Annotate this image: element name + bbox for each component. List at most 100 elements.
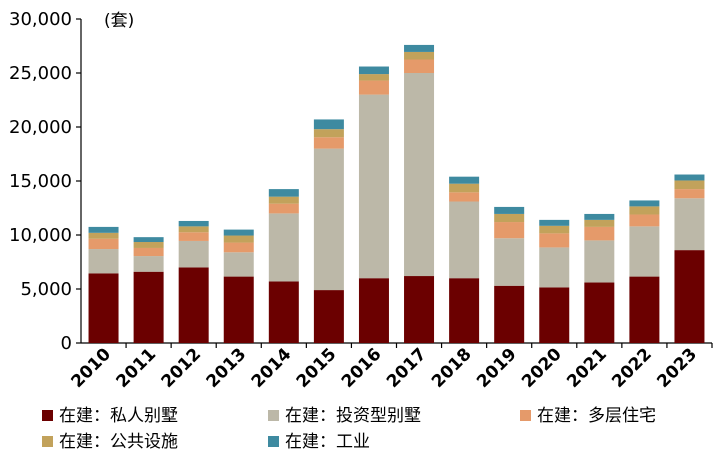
bar-segment-2020-s1 <box>539 247 570 288</box>
y-tick-label: 25,000 <box>9 63 72 84</box>
bar-segment-2015-s3 <box>313 129 344 138</box>
y-tick-label: 0 <box>61 333 72 354</box>
bar-segment-2010-s1 <box>88 249 119 274</box>
bar-segment-2012-s2 <box>178 232 209 241</box>
axes <box>76 18 713 348</box>
x-tick-label-2013: 2013 <box>203 344 251 392</box>
bar-segment-2017-s3 <box>404 51 435 60</box>
bar-segment-2020-s4 <box>539 219 570 226</box>
bar-segment-2021-s1 <box>584 240 615 283</box>
bar-segment-2011-s3 <box>133 242 164 248</box>
bar-segment-2013-s1 <box>223 252 254 277</box>
bar-segment-2010-s0 <box>88 273 119 343</box>
bar-segment-2014-s1 <box>268 213 299 282</box>
x-tick-label-2015: 2015 <box>293 344 341 392</box>
y-tick-label: 5,000 <box>20 279 72 300</box>
y-tick-label: 15,000 <box>9 171 72 192</box>
bar-segment-2011-s0 <box>133 271 164 343</box>
bar-segment-2016-s1 <box>358 94 389 279</box>
x-tick-label-2014: 2014 <box>248 344 296 392</box>
x-tick-label-2010: 2010 <box>67 344 115 392</box>
bar-segment-2023-s0 <box>674 250 705 343</box>
bar-segment-2013-s0 <box>223 276 254 343</box>
bar-segment-2014-s3 <box>268 196 299 204</box>
bar-segment-2010-s4 <box>88 226 119 233</box>
y-tick-label: 10,000 <box>9 225 72 246</box>
legend-swatch-2 <box>520 410 531 421</box>
bar-segment-2014-s2 <box>268 203 299 214</box>
bar-segment-2021-s2 <box>584 226 615 241</box>
x-tick-label-2022: 2022 <box>608 344 656 392</box>
bar-segment-2023-s3 <box>674 180 705 190</box>
bar-segment-2013-s4 <box>223 229 254 236</box>
bar-segment-2022-s0 <box>629 276 660 343</box>
x-tick-label-2023: 2023 <box>653 344 701 392</box>
bar-segment-2018-s0 <box>449 278 480 343</box>
bar-segment-2013-s2 <box>223 242 254 253</box>
legend-swatch-0 <box>42 410 53 421</box>
bar-segment-2019-s1 <box>494 238 525 286</box>
legend-label-0: 在建：私人别墅 <box>59 406 178 426</box>
bar-segment-2023-s2 <box>674 189 705 199</box>
x-tick-label-2019: 2019 <box>473 344 521 392</box>
bar-segment-2016-s2 <box>358 80 389 95</box>
bar-segment-2012-s4 <box>178 220 209 227</box>
bar-segment-2011-s4 <box>133 237 164 243</box>
x-tick-label-2020: 2020 <box>518 344 566 392</box>
bar-segment-2012-s0 <box>178 267 209 343</box>
bar-segment-2022-s3 <box>629 206 660 215</box>
x-tick-label-2016: 2016 <box>338 344 386 392</box>
bar-segment-2018-s1 <box>449 201 480 279</box>
x-tick-label-2011: 2011 <box>113 344 161 392</box>
bar-segment-2011-s2 <box>133 247 164 257</box>
bar-segment-2017-s0 <box>404 276 435 343</box>
bar-segment-2011-s1 <box>133 256 164 272</box>
y-tick-label: 30,000 <box>9 9 72 30</box>
bar-segment-2017-s4 <box>404 44 435 52</box>
bar-segment-2017-s2 <box>404 59 435 73</box>
legend-label-4: 在建：工业 <box>285 432 370 452</box>
legend-label-2: 在建：多层住宅 <box>537 406 656 426</box>
bar-segment-2019-s4 <box>494 206 525 214</box>
bar-segment-2014-s0 <box>268 281 299 343</box>
bar-segment-2021-s4 <box>584 213 615 220</box>
bar-segment-2023-s1 <box>674 198 705 251</box>
bar-segment-2022-s4 <box>629 200 660 207</box>
bar-segment-2019-s2 <box>494 222 525 239</box>
bar-segment-2015-s2 <box>313 137 344 149</box>
bar-segment-2015-s0 <box>313 290 344 343</box>
bar-segment-2021-s3 <box>584 219 615 227</box>
bar-segment-2018-s3 <box>449 183 480 193</box>
bar-segment-2018-s4 <box>449 176 480 184</box>
bar-segment-2012-s1 <box>178 240 209 268</box>
bar-segment-2016-s3 <box>358 74 389 81</box>
bar-segment-2014-s4 <box>268 189 299 197</box>
x-tick-label-2012: 2012 <box>158 344 206 392</box>
legend-swatch-3 <box>42 436 53 447</box>
bar-segment-2020-s0 <box>539 287 570 343</box>
y-axis-unit: (套) <box>104 11 134 31</box>
bar-segment-2013-s3 <box>223 235 254 243</box>
bar-segment-2017-s1 <box>404 73 435 277</box>
x-tick-label-2017: 2017 <box>383 344 431 392</box>
bar-segment-2015-s4 <box>313 119 344 130</box>
legend-label-1: 在建：投资型别墅 <box>285 406 421 426</box>
bar-segment-2022-s2 <box>629 214 660 227</box>
x-tick-label-2018: 2018 <box>428 344 476 392</box>
bar-segment-2022-s1 <box>629 226 660 277</box>
bar-segment-2020-s2 <box>539 233 570 248</box>
bar-segment-2018-s2 <box>449 192 480 202</box>
bar-segment-2016-s0 <box>358 278 389 343</box>
bar-segment-2016-s4 <box>358 66 389 75</box>
y-tick-label: 20,000 <box>9 117 72 138</box>
bar-segment-2021-s0 <box>584 282 615 343</box>
legend-swatch-1 <box>268 410 279 421</box>
bars <box>88 44 705 343</box>
legend-swatch-4 <box>268 436 279 447</box>
x-tick-label-2021: 2021 <box>563 344 611 392</box>
legend-label-3: 在建：公共设施 <box>59 432 178 452</box>
bar-segment-2010-s2 <box>88 238 119 250</box>
bar-segment-2019-s3 <box>494 213 525 223</box>
